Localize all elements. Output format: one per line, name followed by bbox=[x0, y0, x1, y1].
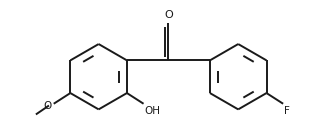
Text: O: O bbox=[164, 10, 173, 20]
Text: OH: OH bbox=[145, 106, 161, 116]
Text: O: O bbox=[44, 100, 52, 111]
Text: F: F bbox=[284, 106, 290, 116]
